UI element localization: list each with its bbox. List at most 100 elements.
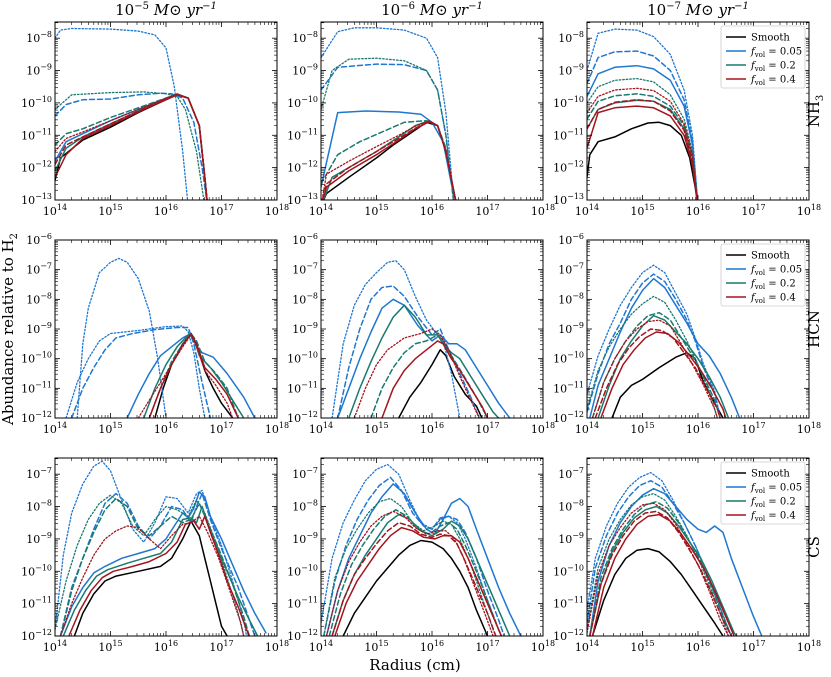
x-tick-label: 1018 bbox=[531, 639, 555, 654]
row-label: HCN bbox=[805, 310, 823, 348]
y-tick-label: 10−6 bbox=[292, 232, 318, 247]
series-line-fvol-0-4-solid-7 bbox=[587, 105, 698, 200]
legend-entry-label: fvol = 0.4 bbox=[750, 293, 796, 306]
x-tick-label: 1016 bbox=[154, 203, 178, 218]
series-line-fvol-0-05-solid-1 bbox=[321, 110, 457, 200]
x-tick-label: 1014 bbox=[43, 639, 67, 654]
curves bbox=[65, 257, 256, 418]
series-line-fvol-0-05-solid-1 bbox=[589, 277, 741, 418]
legend-entry-label: Smooth bbox=[751, 251, 790, 262]
series-line-fvol-0-4-dotted-8 bbox=[137, 334, 234, 418]
y-tick-label: 10−8 bbox=[26, 30, 52, 45]
curves bbox=[587, 471, 763, 636]
curves bbox=[587, 264, 741, 418]
x-tick-label: 1014 bbox=[309, 203, 333, 218]
x-tick-label: 1016 bbox=[420, 639, 444, 654]
y-tick-label: 10−8 bbox=[558, 30, 584, 45]
x-tick-label: 1016 bbox=[686, 639, 710, 654]
series-line-fvol-0-2-solid-4 bbox=[587, 99, 699, 200]
legend-entry-label: fvol = 0.2 bbox=[750, 497, 796, 510]
x-tick-label: 1018 bbox=[797, 203, 821, 218]
y-tick-label: 10−8 bbox=[558, 291, 584, 306]
series-line-fvol-0-05-dashed-2 bbox=[587, 50, 699, 200]
series-line-fvol-0-4-dotted-9 bbox=[587, 502, 730, 636]
legend-entry-label: fvol = 0.2 bbox=[750, 279, 796, 292]
y-axis-title: Abundance relative to H2 bbox=[0, 233, 20, 426]
y-tick-label: 10−12 bbox=[287, 410, 318, 425]
legend-box bbox=[720, 461, 806, 525]
x-tick-label: 1018 bbox=[265, 203, 289, 218]
y-tick-label: 10−11 bbox=[21, 127, 52, 142]
x-tick-label: 1014 bbox=[309, 421, 333, 436]
panel-r1-c0: 1014 1015 1016 1017 1018 10−12 10−11 10−10 10−9 1… bbox=[21, 232, 289, 436]
x-tick-label: 1015 bbox=[98, 203, 122, 218]
series-line-fvol-0-05-dotted-3 bbox=[331, 260, 461, 418]
legend-box bbox=[720, 243, 806, 307]
series-line-fvol-0-05-dotted-3 bbox=[55, 460, 248, 636]
y-tick-label: 10−13 bbox=[21, 192, 52, 207]
series-line-Smooth-solid-0 bbox=[591, 547, 724, 636]
series-line-fvol-0-05-dashed-2 bbox=[336, 285, 480, 418]
x-tick-label: 1018 bbox=[531, 203, 555, 218]
y-tick-label: 10−11 bbox=[287, 127, 318, 142]
y-tick-label: 10−7 bbox=[558, 262, 584, 277]
y-tick-label: 10−12 bbox=[553, 410, 584, 425]
y-tick-label: 10−9 bbox=[26, 321, 52, 336]
curves bbox=[587, 28, 699, 200]
x-tick-label: 1017 bbox=[475, 639, 499, 654]
series-line-fvol-0-4-dashed-8 bbox=[589, 510, 733, 636]
series-line-fvol-0-2-dotted-6 bbox=[323, 497, 497, 636]
panel-r2-c1: 1014 1015 1016 1017 1018 10−12 10−11 10−10 10−9 1… bbox=[287, 457, 555, 654]
y-tick-label: 10−12 bbox=[553, 628, 584, 643]
y-tick-label: 10−10 bbox=[21, 563, 52, 578]
panel-r2-c2: 1014 1015 1016 1017 1018 10−12 10−11 10−10 10−9 1… bbox=[553, 457, 821, 654]
x-tick-label: 1015 bbox=[98, 639, 122, 654]
legend-entry-label: fvol = 0.05 bbox=[750, 47, 802, 60]
x-tick-label: 1015 bbox=[630, 639, 654, 654]
series-line-fvol-0-4-solid-7 bbox=[322, 120, 457, 200]
y-tick-label: 10−10 bbox=[553, 563, 584, 578]
series-line-fvol-0-05-dotted-3 bbox=[76, 257, 167, 418]
column-title: 10−7 M⊙ yr−1 bbox=[647, 1, 749, 19]
series-line-fvol-0-05-dashed-2 bbox=[321, 63, 455, 200]
series-line-fvol-0-4-dashed-8 bbox=[587, 98, 698, 200]
x-tick-label: 1018 bbox=[265, 421, 289, 436]
column-title: 10−6 M⊙ yr−1 bbox=[381, 1, 483, 19]
y-tick-label: 10−9 bbox=[26, 63, 52, 78]
series-line-fvol-0-2-dotted-6 bbox=[587, 77, 699, 200]
series-line-fvol-0-4-dotted-9 bbox=[591, 319, 719, 418]
y-tick-label: 10−8 bbox=[292, 499, 318, 514]
y-tick-label: 10−9 bbox=[292, 321, 318, 336]
panel-r0-c1: 1014 1015 1016 1017 1018 10−13 10−12 10−11 10−10… bbox=[287, 21, 555, 218]
x-tick-label: 1016 bbox=[686, 203, 710, 218]
y-tick-label: 10−11 bbox=[287, 596, 318, 611]
y-tick-label: 10−9 bbox=[558, 531, 584, 546]
x-tick-label: 1015 bbox=[630, 421, 654, 436]
x-tick-label: 1018 bbox=[531, 421, 555, 436]
y-tick-label: 10−9 bbox=[26, 531, 52, 546]
series-line-fvol-0-4-dotted-9 bbox=[321, 120, 457, 200]
series-line-fvol-0-4-dashed-8 bbox=[55, 93, 208, 200]
series-line-fvol-0-2-dotted-6 bbox=[587, 295, 719, 418]
y-tick-label: 10−11 bbox=[553, 127, 584, 142]
y-tick-label: 10−11 bbox=[553, 596, 584, 611]
series-line-fvol-0-4-dashed-8 bbox=[331, 521, 497, 636]
series-line-fvol-0-2-solid-4 bbox=[322, 119, 457, 200]
y-tick-label: 10−7 bbox=[292, 466, 318, 481]
row-label: CS bbox=[805, 536, 823, 558]
series-line-fvol-0-2-dotted-6 bbox=[321, 57, 455, 200]
x-tick-label: 1016 bbox=[420, 421, 444, 436]
x-tick-label: 1018 bbox=[797, 421, 821, 436]
series-line-fvol-0-05-dotted-3 bbox=[321, 463, 503, 636]
x-tick-label: 1017 bbox=[741, 421, 765, 436]
series-line-fvol-0-05-dotted-3 bbox=[587, 28, 699, 200]
y-tick-label: 10−12 bbox=[21, 160, 52, 175]
x-tick-label: 1016 bbox=[686, 421, 710, 436]
y-tick-label: 10−9 bbox=[292, 531, 318, 546]
y-tick-label: 10−11 bbox=[21, 380, 52, 395]
series-line-fvol-0-4-dotted-9 bbox=[587, 87, 698, 200]
legend-entry-label: fvol = 0.05 bbox=[750, 265, 802, 278]
y-tick-label: 10−9 bbox=[558, 321, 584, 336]
